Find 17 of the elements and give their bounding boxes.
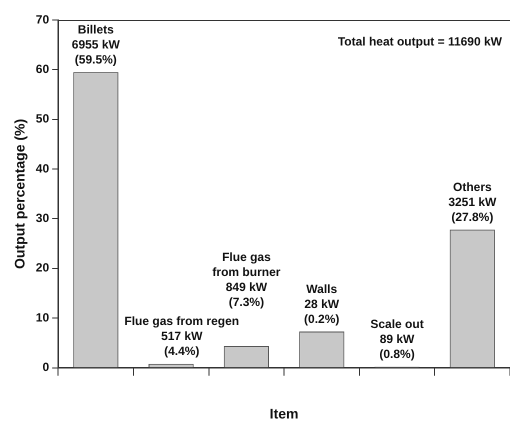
- y-tick-label: 60: [36, 62, 50, 76]
- annotation: Total heat output = 11690 kW: [338, 34, 503, 48]
- annotation: Scale out 89 kW (0.8%): [370, 317, 424, 362]
- y-tick-label: 40: [36, 161, 50, 176]
- y-tick-label: 50: [36, 112, 50, 126]
- annotation: Billets 6955 kW (59.5%): [72, 22, 120, 66]
- y-tick-label: 20: [36, 260, 50, 275]
- x-axis-title: Item: [270, 405, 298, 422]
- annotation: Walls 28 kW (0.2%): [304, 282, 340, 326]
- annotation: Others 3251 kW (27.8%): [448, 180, 498, 224]
- y-tick-label: 30: [36, 211, 50, 226]
- y-tick-label: 70: [36, 12, 50, 26]
- annotation: Flue gas from regen 517 kW (4.4%): [124, 314, 240, 358]
- annotation: Flue gas from burner 849 kW (7.3%): [212, 250, 281, 310]
- y-tick-label: 10: [36, 310, 50, 324]
- y-axis-title: Output percentage (%): [11, 118, 28, 269]
- y-tick-label: 0: [42, 360, 50, 374]
